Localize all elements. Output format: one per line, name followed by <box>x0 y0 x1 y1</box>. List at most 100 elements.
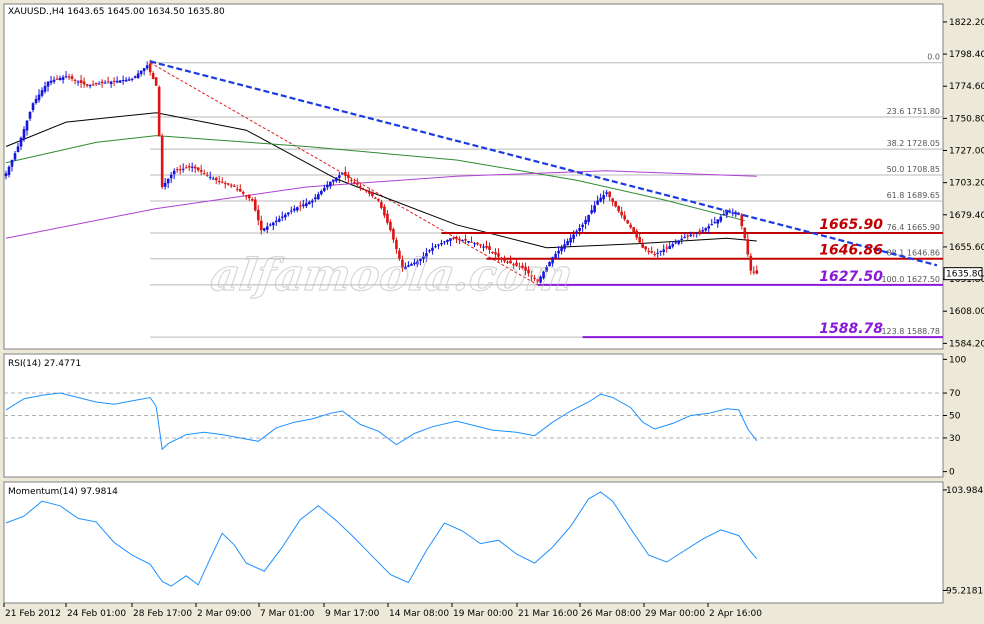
chart-header: XAUUSD.,H4 1643.65 1645.00 1634.50 1635.… <box>8 7 225 17</box>
candle-body <box>178 169 182 171</box>
candle-body <box>653 254 656 256</box>
momentum-axis: 103.9843 95.2181 <box>943 486 984 596</box>
candle-body <box>476 242 479 245</box>
candle-body <box>296 207 299 211</box>
candle-body <box>97 83 101 85</box>
candle-body <box>305 203 308 207</box>
candle-body <box>479 244 482 246</box>
candle-body <box>452 237 455 239</box>
level-label: 1646.86 <box>819 243 883 259</box>
candle-body <box>725 211 729 215</box>
candle-body <box>641 244 644 248</box>
candle-body <box>196 167 200 171</box>
candle-body <box>262 228 266 231</box>
candle-body <box>148 63 152 73</box>
candle-body <box>130 78 134 80</box>
candle-body <box>211 178 215 180</box>
candle-body <box>527 269 530 274</box>
level-label: 1627.50 <box>819 269 883 285</box>
candle-body <box>61 77 65 80</box>
candle-body <box>217 181 221 183</box>
candle-body <box>626 220 629 224</box>
time-tick-label: 9 Mar 17:00 <box>325 609 380 619</box>
fibo-level-label: 38.2 1728.05 <box>887 139 940 148</box>
candle-body <box>464 239 467 241</box>
candle-body <box>308 201 311 205</box>
candle-body <box>686 235 690 237</box>
candle-body <box>106 81 110 83</box>
candle-body <box>190 166 194 168</box>
time-tick-label: 7 Mar 01:00 <box>260 609 315 619</box>
candle-body <box>419 258 422 262</box>
candle-body <box>356 183 359 185</box>
time-tick-label: 26 Mar 08:00 <box>581 609 641 619</box>
candle-body <box>277 218 281 222</box>
candle-body <box>368 191 371 194</box>
candle-body <box>656 252 659 254</box>
time-tick-label: 2 Apr 16:00 <box>709 609 762 619</box>
candle-body <box>271 222 275 226</box>
time-tick-label: 19 Mar 00:00 <box>453 609 513 619</box>
candle-body <box>175 169 179 171</box>
candle-body <box>677 240 681 244</box>
candle-body <box>650 251 653 253</box>
candle-body <box>199 170 203 172</box>
candle-body <box>680 238 684 240</box>
candle-body <box>449 238 452 241</box>
candle-body <box>404 266 407 270</box>
candle-body <box>491 251 494 253</box>
candle-body <box>515 262 518 266</box>
candle-body <box>554 253 557 258</box>
candle-body <box>320 191 323 195</box>
time-tick-label: 2 Mar 09:00 <box>197 609 252 619</box>
candle-body <box>446 239 449 242</box>
candle-body <box>743 227 747 239</box>
candle-body <box>166 178 170 184</box>
candle-body <box>629 224 632 228</box>
candle-body <box>172 170 176 175</box>
candle-body <box>52 79 56 82</box>
candle-body <box>157 86 161 137</box>
candle-body <box>37 94 41 101</box>
candle-body <box>76 81 80 83</box>
candle-body <box>232 185 236 187</box>
candle-body <box>293 208 296 211</box>
time-tick-label: 29 Mar 00:00 <box>645 609 705 619</box>
trendlines <box>149 60 938 267</box>
candle-body <box>82 81 86 85</box>
candle-body <box>746 239 750 255</box>
candle-body <box>241 191 245 194</box>
candle-body <box>58 78 62 81</box>
candle-body <box>548 262 551 267</box>
fibo-level-label: 100.0 1627.50 <box>881 275 940 284</box>
candle-body <box>283 214 287 218</box>
time-axis: 21 Feb 2012 24 Feb 01:00 28 Feb 17:00 2 Mar… <box>3 603 762 619</box>
price-tick-label: 1655.60 <box>949 243 984 253</box>
candle-body <box>431 247 434 251</box>
candle-body <box>413 262 416 265</box>
candle-body <box>247 194 251 199</box>
moving-average-line <box>5 170 757 239</box>
candle-body <box>647 250 650 252</box>
candle-body <box>238 189 242 192</box>
candle-body <box>226 183 230 185</box>
candle-body <box>314 197 317 200</box>
candle-body <box>545 266 548 272</box>
candle-body <box>674 242 678 244</box>
candle-body <box>422 255 425 259</box>
price-tick-label: 1584.20 <box>949 339 984 349</box>
candle-body <box>560 247 563 252</box>
candle-body <box>377 198 380 201</box>
rsi-tick-label: 0 <box>949 468 955 478</box>
moving-average-line <box>5 135 745 222</box>
candle-body <box>193 166 197 169</box>
time-tick-label: 28 Feb 17:00 <box>133 609 192 619</box>
candle-body <box>470 241 473 243</box>
candle-body <box>19 137 23 147</box>
candle-body <box>608 191 611 198</box>
candle-body <box>695 232 699 234</box>
candle-body <box>287 212 290 215</box>
rsi-tick-label: 50 <box>949 412 961 422</box>
price-tick-label: 1774.60 <box>949 82 984 92</box>
candle-body <box>518 266 521 268</box>
